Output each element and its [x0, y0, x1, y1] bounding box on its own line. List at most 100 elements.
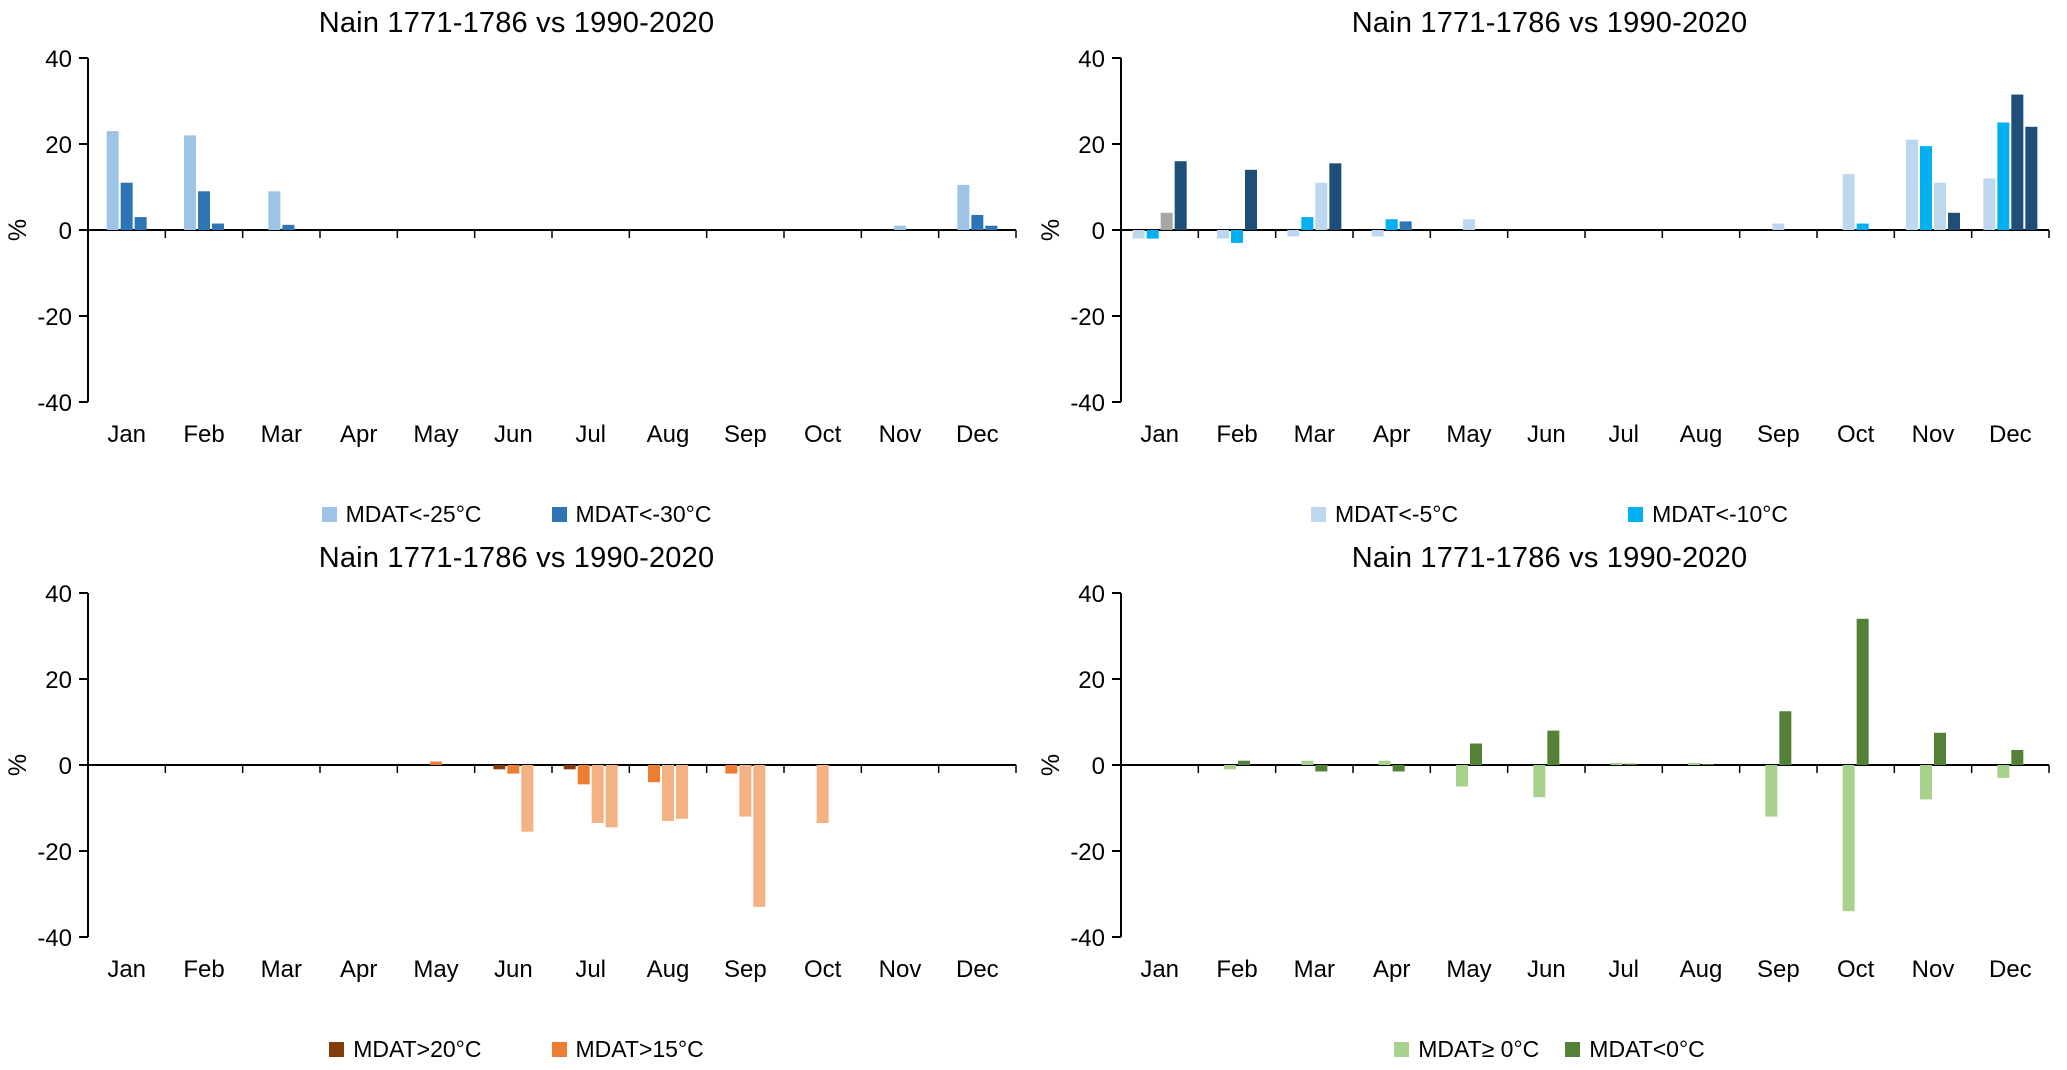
month-label: Dec	[1989, 421, 2032, 448]
bar	[1624, 763, 1637, 765]
month-label: May	[1446, 421, 1491, 448]
bar	[971, 214, 984, 230]
y-tick-label: -20	[37, 304, 72, 331]
bar-chart: 40 20 0 -20 -40 Jan Feb Mar Apr May Jun Jul Aug Sep Oc…	[1037, 46, 2050, 448]
legend-label: MDAT<0°C	[1589, 1035, 1705, 1062]
month-label: May	[413, 421, 458, 448]
y-tick-label: 0	[1092, 218, 1105, 245]
month-label: Apr	[1373, 956, 1410, 983]
legend-item: MDAT≥ 0°C	[1394, 1036, 1539, 1063]
month-label: Aug	[1680, 956, 1723, 983]
bar	[1842, 174, 1855, 230]
month-label: Nov	[1912, 421, 1955, 448]
bar	[106, 131, 119, 230]
bar	[1301, 760, 1314, 765]
bar	[1688, 762, 1700, 765]
month-label: Sep	[1757, 421, 1800, 448]
y-axis-label: %	[4, 754, 32, 776]
legend-item: MDAT<-30°C	[551, 501, 711, 528]
bar	[563, 765, 576, 770]
chart-title: Nain 1771-1786 vs 1990-2020	[1351, 7, 1748, 39]
y-tick-label: -40	[1070, 390, 1105, 417]
y-tick-label: -40	[37, 925, 72, 952]
bar	[1392, 765, 1405, 772]
legend-label: MDAT>15°C	[575, 1035, 704, 1062]
bar	[1463, 219, 1475, 230]
bar	[1470, 743, 1482, 765]
month-label: Feb	[183, 956, 224, 983]
y-axis-label: %	[1037, 219, 1065, 241]
month-label: May	[413, 956, 458, 983]
bar	[1385, 219, 1398, 230]
month-label: Feb	[183, 421, 224, 448]
month-label: Jul	[1608, 421, 1639, 448]
month-label: Jun	[1527, 421, 1566, 448]
legend-swatch	[321, 506, 337, 522]
bar	[676, 765, 688, 819]
bar	[1856, 223, 1869, 230]
month-label: Oct	[1837, 956, 1875, 983]
bar	[957, 184, 970, 230]
bar	[282, 224, 295, 230]
bar	[739, 765, 752, 817]
bar	[662, 765, 674, 821]
legend-item: MDAT<-10°C	[1628, 501, 1788, 528]
y-tick-label: 20	[1078, 132, 1105, 159]
month-label: Jun	[494, 956, 533, 983]
bar	[1287, 230, 1300, 237]
month-label: Jun	[494, 421, 533, 448]
bar	[1997, 765, 2010, 778]
bar	[894, 225, 906, 230]
bar	[1934, 182, 1946, 230]
month-label: Jun	[1527, 956, 1566, 983]
legend-label: MDAT≥ 0°C	[1418, 1035, 1540, 1062]
y-tick-label: 20	[1078, 667, 1105, 694]
month-label: Dec	[956, 956, 999, 983]
y-tick-label: -20	[1070, 839, 1105, 866]
month-label: Mar	[261, 956, 302, 983]
legend: MDAT>20°C MDAT>15°C	[0, 1028, 1033, 1070]
bar	[753, 765, 766, 907]
legend: MDAT<-5°C MDAT<-10°C	[1033, 493, 2066, 535]
chart-title: Nain 1771-1786 vs 1990-2020	[318, 7, 715, 39]
bar	[1160, 212, 1173, 230]
month-label: Apr	[1373, 421, 1410, 448]
y-tick-label: 0	[1092, 753, 1105, 780]
bar	[1315, 765, 1328, 772]
legend-swatch	[551, 1041, 567, 1057]
chart-panel-top-left: Nain 1771-1786 vs 1990-2020 40 20 0 -20 -40 J…	[0, 0, 1033, 535]
month-label: Jan	[1140, 421, 1179, 448]
y-tick-label: 40	[1078, 46, 1105, 73]
legend-item: MDAT<-25°C	[321, 501, 482, 528]
bar	[1301, 217, 1314, 230]
chart-panel-bottom-left: Nain 1771-1786 vs 1990-2020 40 20 0 -20 -40 J…	[0, 535, 1033, 1070]
bar	[2011, 749, 2024, 765]
month-label: Dec	[956, 421, 999, 448]
bar	[1948, 212, 1960, 230]
bar	[1765, 765, 1778, 817]
bar	[1702, 764, 1714, 765]
bar	[493, 765, 506, 770]
bar	[1231, 230, 1243, 243]
chart-panel-bottom-right: Nain 1771-1786 vs 1990-2020 40 20 0 -20 -40 J…	[1033, 535, 2066, 1070]
bar	[1132, 230, 1145, 239]
bar	[1238, 760, 1250, 765]
y-tick-label: -20	[1070, 304, 1105, 331]
chart-title: Nain 1771-1786 vs 1990-2020	[318, 542, 715, 574]
month-label: Jan	[1140, 956, 1179, 983]
bar	[1329, 163, 1342, 230]
bar	[1934, 732, 1946, 765]
y-tick-label: -20	[37, 839, 72, 866]
legend: MDAT<-25°C MDAT<-30°C	[0, 493, 1033, 535]
month-label: Nov	[879, 956, 922, 983]
bar	[1920, 146, 1932, 230]
bar-chart: 40 20 0 -20 -40 Jan Feb Mar Apr May Jun Jul Aug Sep Oc…	[1037, 581, 2050, 983]
bar	[1245, 169, 1257, 230]
bar	[1174, 161, 1187, 230]
bar	[134, 217, 147, 230]
month-label: Nov	[879, 421, 922, 448]
legend-item: MDAT>15°C	[551, 1035, 704, 1063]
y-tick-label: 40	[45, 581, 72, 608]
bar-chart: 40 20 0 -20 -40 Jan Feb Mar Apr May Jun Jul Aug Sep Oc…	[4, 581, 1017, 983]
